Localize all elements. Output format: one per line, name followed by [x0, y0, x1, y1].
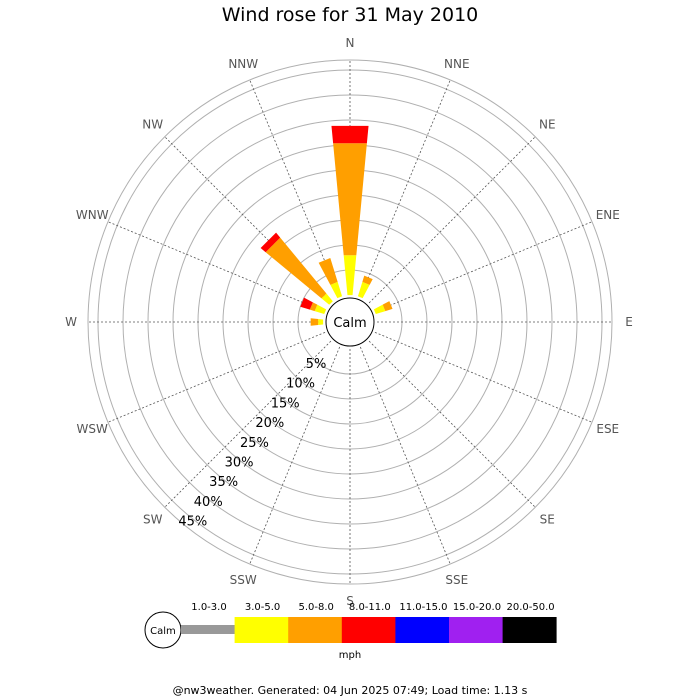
- direction-label-ESE: ESE: [596, 422, 619, 436]
- spoke-ENE: [374, 221, 593, 313]
- ring-label-45: 45%: [178, 515, 207, 530]
- petal-NW-5.0-8.0: [265, 237, 327, 299]
- direction-label-E: E: [625, 315, 633, 329]
- direction-label-NE: NE: [539, 118, 556, 132]
- direction-label-SW: SW: [143, 512, 163, 526]
- direction-label-S: S: [346, 594, 354, 608]
- direction-label-NW: NW: [142, 118, 163, 132]
- ring-label-25: 25%: [240, 436, 269, 451]
- legend-label-15.0-20.0: 15.0-20.0: [453, 602, 501, 613]
- direction-label-SSW: SSW: [230, 573, 257, 587]
- outer-ring: [87, 59, 613, 585]
- direction-label-WSW: WSW: [77, 422, 108, 436]
- legend-swatch-11.0-15.0: [395, 617, 450, 643]
- direction-label-N: N: [346, 36, 355, 50]
- direction-label-SE: SE: [540, 512, 555, 526]
- petal-NW-3.0-5.0: [321, 293, 333, 305]
- ring-label-5: 5%: [306, 357, 327, 372]
- ring-35: [147, 119, 553, 525]
- ring-label-30: 30%: [225, 455, 254, 470]
- petal-WNW-8.0-11.0: [300, 297, 313, 310]
- ring-label-15: 15%: [271, 396, 300, 411]
- spoke-NNE: [359, 79, 451, 298]
- legend-swatch-5.0-8.0: [288, 617, 343, 643]
- direction-label-SSE: SSE: [445, 573, 468, 587]
- petal-W-5.0-8.0: [310, 318, 319, 326]
- petal-ENE-5.0-8.0: [382, 301, 393, 312]
- legend-label-8.0-11.0: 8.0-11.0: [349, 602, 391, 613]
- petal-NNE-5.0-8.0: [362, 275, 373, 285]
- petal-WNW-5.0-8.0: [309, 302, 318, 312]
- legend-swatch-3.0-5.0: [234, 617, 289, 643]
- spoke-WNW: [107, 221, 326, 313]
- chart-title: Wind rose for 31 May 2010: [221, 4, 479, 26]
- direction-label-NNE: NNE: [444, 57, 470, 71]
- legend-swatch-20.0-50.0: [502, 617, 557, 643]
- legend-label-11.0-15.0: 11.0-15.0: [399, 602, 447, 613]
- petal-N-8.0-11.0: [331, 125, 369, 144]
- spoke-SSW: [249, 346, 341, 565]
- direction-label-ENE: ENE: [596, 208, 620, 222]
- legend-label-5.0-8.0: 5.0-8.0: [298, 602, 333, 613]
- direction-label-NNW: NNW: [228, 57, 258, 71]
- spoke-NNW: [249, 79, 341, 298]
- petal-W-3.0-5.0: [318, 318, 324, 326]
- petal-WNW-3.0-5.0: [314, 304, 327, 315]
- legend-swatch-8.0-11.0: [341, 617, 396, 643]
- ring-label-20: 20%: [255, 416, 284, 431]
- calm-circle: [325, 297, 375, 347]
- ring-label-35: 35%: [209, 475, 238, 490]
- direction-label-WNW: WNW: [76, 208, 109, 222]
- legend-swatch-1.0-3.0: [181, 625, 235, 634]
- spoke-SSE: [359, 346, 451, 565]
- calm-label: Calm: [333, 316, 366, 331]
- petal-N-3.0-5.0: [343, 255, 357, 296]
- spoke-ESE: [374, 331, 593, 423]
- legend-unit-label: mph: [339, 650, 361, 661]
- ring-label-40: 40%: [194, 495, 223, 510]
- legend-label-3.0-5.0: 3.0-5.0: [245, 602, 280, 613]
- petal-NNW-5.0-8.0: [318, 257, 338, 285]
- petal-N-5.0-8.0: [333, 143, 367, 256]
- legend-calm-label: Calm: [150, 626, 176, 637]
- legend-label-1.0-3.0: 1.0-3.0: [191, 602, 226, 613]
- ring-label-10: 10%: [286, 377, 315, 392]
- petal-NW-8.0-11.0: [260, 232, 281, 253]
- spoke-WSW: [107, 331, 326, 423]
- petal-NNW-3.0-5.0: [330, 281, 343, 299]
- petal-ENE-3.0-5.0: [373, 304, 386, 315]
- direction-label-W: W: [65, 315, 77, 329]
- petal-NNE-3.0-5.0: [357, 281, 370, 299]
- spoke-NE: [368, 136, 536, 304]
- spoke-NW: [164, 136, 332, 304]
- legend-label-20.0-50.0: 20.0-50.0: [507, 602, 555, 613]
- spoke-SE: [368, 340, 536, 508]
- legend-swatch-15.0-20.0: [449, 617, 503, 643]
- spoke-SW: [164, 340, 332, 508]
- footer-credit: @nw3weather. Generated: 04 Jun 2025 07:4…: [172, 684, 528, 697]
